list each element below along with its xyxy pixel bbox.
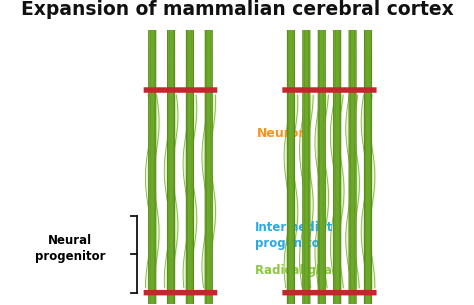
Ellipse shape [288,0,293,305]
Text: Intermediate
progenitor: Intermediate progenitor [255,221,341,250]
Ellipse shape [351,0,354,305]
Ellipse shape [207,0,210,305]
Ellipse shape [187,0,192,305]
Ellipse shape [350,0,355,305]
Ellipse shape [351,0,354,305]
Ellipse shape [318,0,325,305]
Ellipse shape [151,0,154,305]
Ellipse shape [150,0,155,305]
Ellipse shape [186,0,193,305]
Ellipse shape [365,0,370,305]
Ellipse shape [205,0,212,305]
Ellipse shape [169,0,173,305]
Ellipse shape [365,0,372,305]
Ellipse shape [287,0,294,305]
FancyBboxPatch shape [283,87,376,93]
Ellipse shape [365,0,371,305]
Ellipse shape [366,0,369,305]
Ellipse shape [305,0,308,305]
Ellipse shape [168,0,174,305]
Ellipse shape [289,0,292,305]
Ellipse shape [334,0,340,305]
Ellipse shape [336,0,339,305]
Ellipse shape [365,0,371,305]
Ellipse shape [289,0,293,305]
Ellipse shape [335,0,340,305]
Ellipse shape [149,0,155,305]
Ellipse shape [206,0,211,305]
Ellipse shape [207,0,210,305]
Ellipse shape [290,0,292,305]
FancyBboxPatch shape [144,87,217,93]
Ellipse shape [304,0,309,305]
Ellipse shape [320,0,323,305]
Ellipse shape [349,0,356,305]
Ellipse shape [334,0,341,305]
Ellipse shape [319,0,324,305]
Ellipse shape [305,0,308,305]
Ellipse shape [188,0,192,305]
Ellipse shape [336,0,338,305]
Ellipse shape [288,0,294,305]
Ellipse shape [188,0,191,305]
Ellipse shape [170,0,173,305]
Text: Neural
progenitor: Neural progenitor [35,234,105,263]
Ellipse shape [207,0,211,305]
FancyBboxPatch shape [144,290,217,296]
Ellipse shape [350,0,356,305]
Text: Radical glia: Radical glia [255,264,332,277]
Ellipse shape [320,0,323,305]
Ellipse shape [304,0,309,305]
Ellipse shape [303,0,310,305]
Ellipse shape [170,0,173,305]
Text: Expansion of mammalian cerebral cortex: Expansion of mammalian cerebral cortex [21,0,453,19]
Ellipse shape [189,0,191,305]
Ellipse shape [335,0,339,305]
Ellipse shape [366,0,370,305]
Text: Neuron: Neuron [257,127,308,140]
Ellipse shape [149,0,156,305]
Ellipse shape [319,0,324,305]
Ellipse shape [319,0,325,305]
Ellipse shape [303,0,309,305]
Ellipse shape [206,0,211,305]
Ellipse shape [187,0,193,305]
Ellipse shape [151,0,154,305]
Ellipse shape [168,0,174,305]
FancyBboxPatch shape [283,290,376,296]
Ellipse shape [167,0,174,305]
Ellipse shape [150,0,155,305]
Ellipse shape [350,0,355,305]
